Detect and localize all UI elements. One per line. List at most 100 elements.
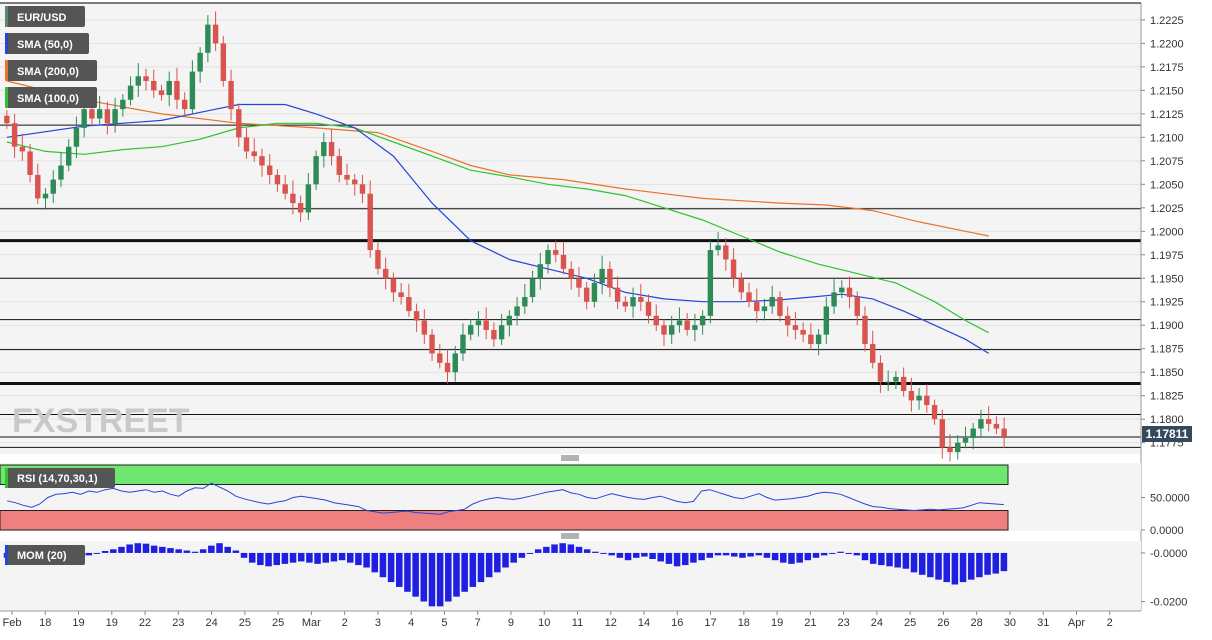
candle-body: [529, 278, 536, 298]
momentum-bar: [820, 552, 828, 556]
price-tick-label: 1.1850: [1150, 367, 1184, 379]
candle-body: [282, 184, 288, 194]
candle-body: [715, 245, 721, 251]
candle-body: [560, 254, 567, 269]
momentum-bar: [583, 549, 591, 553]
candle-body: [522, 297, 528, 307]
momentum-bar: [436, 552, 444, 607]
price-tick-label: 1.1900: [1150, 320, 1184, 332]
momentum-bar: [959, 552, 967, 583]
momentum-bar: [445, 552, 452, 602]
candle-body: [475, 320, 482, 326]
candle-body: [452, 353, 458, 373]
candle-body: [297, 203, 304, 213]
candle-body: [893, 376, 899, 382]
candle-body: [328, 142, 335, 157]
candle-body: [468, 325, 474, 335]
momentum-bar: [722, 552, 730, 556]
price-tick-label: 1.2225: [1150, 15, 1184, 27]
candle-body: [962, 437, 969, 443]
candle-body: [42, 193, 49, 199]
momentum-bar: [314, 552, 321, 564]
momentum-bar: [853, 552, 861, 556]
sma-100-line: [6, 122, 989, 334]
legend-chip[interactable]: [5, 6, 85, 27]
time-tick-label: 22: [139, 617, 151, 629]
watermark: FXSTREET: [12, 402, 190, 440]
momentum-bar: [967, 552, 975, 580]
momentum-bar: [167, 548, 174, 553]
candle-body: [645, 301, 652, 316]
candle-body: [243, 137, 250, 152]
price-legend: EUR/USD SMA (50,0) SMA (200,0) SMA (100,0): [5, 6, 97, 108]
candle-body: [599, 268, 605, 283]
momentum-bar: [134, 543, 142, 553]
panel-resize-handle-1[interactable]: [561, 455, 579, 461]
candle-body: [259, 156, 265, 166]
momentum-bar: [93, 552, 101, 554]
candle-body: [576, 278, 582, 288]
candle-body: [220, 43, 227, 81]
momentum-bar: [681, 552, 689, 566]
momentum-bar: [543, 546, 550, 553]
time-tick-label: 9: [508, 617, 514, 629]
momentum-bar: [110, 549, 117, 553]
momentum-bar: [902, 552, 910, 569]
momentum-bar: [118, 546, 125, 553]
candle-body: [630, 297, 636, 307]
momentum-bar: [502, 552, 509, 568]
momentum-bar: [1000, 552, 1008, 572]
candle-body: [421, 320, 428, 335]
time-tick-label: 24: [205, 617, 217, 629]
momentum-bar: [330, 552, 338, 562]
momentum-bar: [714, 552, 722, 556]
candle-body: [290, 193, 296, 204]
momentum-bar: [673, 552, 681, 567]
time-tick-label: 19: [72, 617, 84, 629]
momentum-bar: [216, 543, 223, 553]
mom-panel[interactable]: MOM (20) -0.0000 -0.0200: [0, 541, 1187, 611]
momentum-bar: [355, 552, 362, 566]
candle-body: [406, 297, 412, 312]
candle-body: [908, 390, 915, 401]
momentum-bar: [485, 552, 493, 578]
time-tick-label: 18: [39, 617, 51, 629]
rsi-panel[interactable]: RSI (14,70,30,1) 50.0000 0.0000: [0, 463, 1190, 537]
candle-body: [769, 297, 775, 307]
momentum-bar: [657, 552, 665, 562]
panel-resize-handle-2[interactable]: [561, 533, 579, 539]
momentum-bar: [788, 552, 795, 564]
price-panel[interactable]: FXSTREET EUR/USD SMA (50,0) SMA (200,0) SMA…: [0, 2, 1192, 611]
momentum-bar: [126, 544, 133, 553]
momentum-bar: [85, 552, 93, 556]
candle-body: [730, 259, 737, 279]
momentum-bar: [992, 552, 1000, 574]
legend-chip[interactable]: [5, 87, 97, 108]
candle-body: [583, 287, 590, 302]
legend-chip[interactable]: [5, 60, 97, 81]
momentum-bar: [608, 552, 615, 556]
momentum-bar: [453, 552, 460, 597]
candle-body: [931, 405, 938, 420]
candle-body: [212, 24, 219, 44]
candle-body: [784, 315, 791, 326]
candle-body: [305, 184, 312, 213]
momentum-bar: [526, 552, 534, 554]
momentum-bar: [281, 552, 289, 564]
price-tick-label: 1.2200: [1150, 38, 1184, 50]
momentum-bar: [600, 552, 607, 554]
momentum-bar: [698, 552, 705, 561]
momentum-bar: [142, 543, 150, 553]
price-tick-label: 1.1975: [1150, 250, 1184, 262]
legend-chip[interactable]: [5, 33, 89, 54]
momentum-bar: [232, 550, 240, 553]
momentum-bar: [257, 552, 264, 566]
candle-body: [746, 292, 752, 302]
momentum-bar: [984, 552, 991, 575]
momentum-bar: [837, 551, 844, 553]
momentum-bar: [150, 545, 158, 553]
candle-body: [622, 301, 629, 307]
time-tick-label: 16: [671, 617, 683, 629]
candle-body: [955, 442, 961, 453]
